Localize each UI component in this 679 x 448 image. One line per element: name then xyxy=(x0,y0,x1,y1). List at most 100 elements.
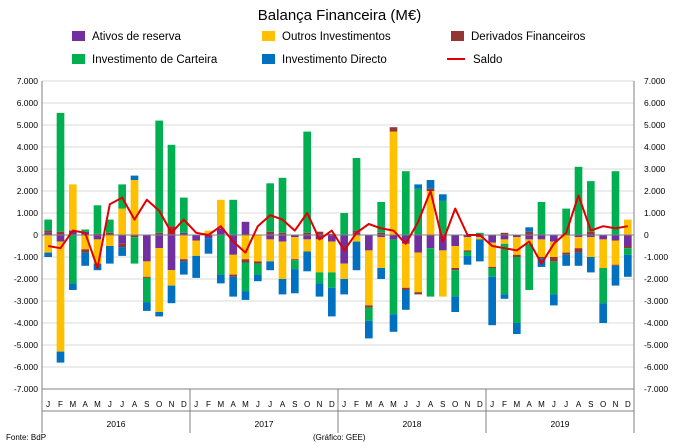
bar-derivatives xyxy=(291,259,299,261)
bar-direct xyxy=(130,175,139,180)
bar-direct xyxy=(241,291,250,300)
y-tick-label-right: -4.000 xyxy=(644,318,668,328)
bar-portfolio xyxy=(130,237,139,264)
bar-reserves xyxy=(266,235,274,240)
bar-reserves xyxy=(451,235,459,246)
x-tick-label: J xyxy=(342,400,346,409)
credit-note: (Gráfico: GEE) xyxy=(313,433,366,442)
bar-direct xyxy=(599,303,607,323)
bar-portfolio xyxy=(315,272,324,284)
legend-label-portfolio: Investimento de Carteira xyxy=(92,54,218,66)
bar-derivatives xyxy=(377,232,385,235)
bar-direct xyxy=(106,246,114,264)
bar-portfolio xyxy=(525,243,533,290)
bar-other xyxy=(599,239,607,268)
x-tick-label: M xyxy=(513,400,520,409)
y-tick-label-left: 0 xyxy=(33,230,38,240)
bar-derivatives xyxy=(624,246,632,249)
bar-direct xyxy=(167,285,176,304)
bar-derivatives xyxy=(118,243,126,248)
y-tick-label-left: 2.000 xyxy=(17,186,39,196)
y-tick-label-right: 1.000 xyxy=(644,208,666,218)
bar-other xyxy=(550,241,558,257)
bar-derivatives xyxy=(513,254,521,257)
bar-portfolio xyxy=(229,199,237,235)
bar-reserves xyxy=(44,232,52,235)
bar-reserves xyxy=(69,230,77,235)
y-tick-label-right: -5.000 xyxy=(644,340,668,350)
x-tick-label: F xyxy=(354,400,359,409)
bar-direct xyxy=(44,252,52,257)
left-tick-labels: 7.000 6.000 5.000 4.000 3.000 2.000 1.000 0 -1.0… xyxy=(14,76,38,394)
x-tick-label: J xyxy=(552,400,556,409)
x-tick-label: O xyxy=(156,400,162,409)
bar-derivatives xyxy=(315,231,324,235)
bar-other xyxy=(513,237,521,255)
bar-portfolio xyxy=(328,272,336,288)
x-tick-label: O xyxy=(600,400,606,409)
bar-reserves xyxy=(426,235,435,249)
bar-portfolio xyxy=(587,181,595,232)
x-tick-label: D xyxy=(625,400,631,409)
bar-derivatives xyxy=(266,231,274,235)
bar-direct xyxy=(278,279,287,295)
y-tick-label-right: 6.000 xyxy=(644,98,666,108)
bar-derivatives xyxy=(167,226,176,235)
x-tick-label: O xyxy=(452,400,458,409)
x-tick-label: N xyxy=(317,400,323,409)
legend-swatch-other xyxy=(262,31,275,41)
x-tick-label: A xyxy=(428,400,434,409)
bar-direct xyxy=(389,314,398,332)
x-tick-label: M xyxy=(69,400,76,409)
bar-portfolio xyxy=(44,219,52,231)
x-tick-label: S xyxy=(144,400,149,409)
x-tick-label: A xyxy=(132,400,138,409)
bar-derivatives xyxy=(155,232,163,235)
x-tick-label: J xyxy=(404,400,408,409)
bar-portfolio xyxy=(550,261,558,295)
bar-portfolio xyxy=(365,307,373,321)
y-tick-label-left: 1.000 xyxy=(17,208,39,218)
legend-item-portfolio: Investimento de Carteira xyxy=(72,54,217,66)
bar-other xyxy=(118,208,126,235)
bar-direct xyxy=(192,255,200,278)
bar-direct xyxy=(352,241,361,271)
x-tick-label: M xyxy=(538,400,545,409)
x-tick-label: J xyxy=(490,400,494,409)
bar-derivatives xyxy=(426,188,435,191)
legend-item-other: Outros Investimentos xyxy=(262,31,391,43)
bar-direct xyxy=(365,320,373,339)
bar-direct xyxy=(402,290,410,310)
y-tick-label-left: 3.000 xyxy=(17,164,39,174)
bar-other xyxy=(155,248,163,312)
bar-other xyxy=(587,237,595,257)
x-tick-label: F xyxy=(58,400,63,409)
bar-reserves xyxy=(303,235,311,240)
bar-other xyxy=(624,219,632,235)
bar-direct xyxy=(217,274,225,284)
y-tick-label-left: 5.000 xyxy=(17,120,39,130)
bar-reserves xyxy=(377,235,385,238)
bar-direct xyxy=(513,323,521,334)
bar-reserves xyxy=(513,235,521,238)
bar-reserves xyxy=(611,235,620,241)
bar-other xyxy=(303,239,311,252)
bar-portfolio xyxy=(537,202,546,235)
bar-portfolio xyxy=(451,270,459,297)
y-tick-label-right: -6.000 xyxy=(644,362,668,372)
bar-other xyxy=(340,263,348,279)
bar-derivatives xyxy=(414,292,422,295)
bar-derivatives xyxy=(587,231,595,235)
bar-reserves xyxy=(56,235,65,242)
bar-reserves xyxy=(291,235,299,238)
bar-direct xyxy=(414,184,422,189)
bar-other xyxy=(217,199,225,229)
x-tick-label: J xyxy=(256,400,260,409)
x-tick-label: M xyxy=(242,400,249,409)
y-tick-label-right: 3.000 xyxy=(644,164,666,174)
legend-swatch-portfolio xyxy=(72,54,85,64)
bar-derivatives xyxy=(525,231,533,235)
bar-portfolio xyxy=(414,188,422,235)
bar-other xyxy=(167,270,176,286)
x-tick-label: A xyxy=(576,400,582,409)
